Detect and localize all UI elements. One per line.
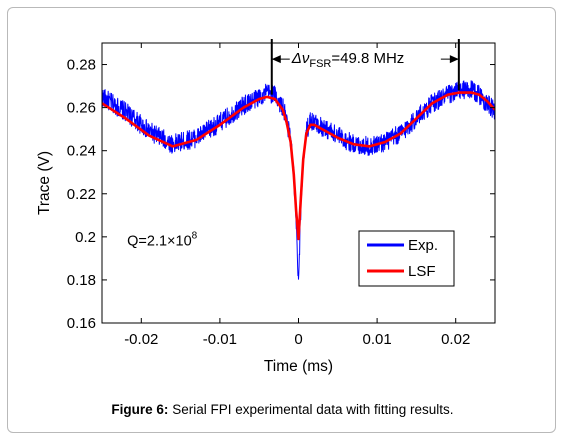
y-axis-label: Trace (V) xyxy=(36,151,53,215)
x-tick-label: 0 xyxy=(294,331,302,348)
fsr-value: =49.8 MHz xyxy=(331,50,404,67)
series-line-exp xyxy=(102,80,495,280)
fsr-delta-nu: Δν xyxy=(291,50,310,67)
y-tick-label: 0.22 xyxy=(67,186,96,203)
q-factor-label: Q=2.1×108 xyxy=(127,230,198,249)
series-line-lsf xyxy=(102,91,495,241)
legend-label-exp: Exp. xyxy=(408,237,438,254)
y-tick-label: 0.18 xyxy=(67,272,96,289)
x-tick-label: 0.01 xyxy=(362,331,391,348)
y-tick-label: 0.16 xyxy=(67,315,96,332)
legend-label-lsf: LSF xyxy=(408,263,436,280)
x-tick-label: -0.02 xyxy=(124,331,158,348)
fsr-arrowhead-right xyxy=(449,55,459,64)
legend: Exp. LSF xyxy=(358,230,455,287)
q-factor-base: Q=2.1×10 xyxy=(127,233,192,249)
y-tick-label: 0.24 xyxy=(67,143,96,160)
fsr-arrowhead-left xyxy=(271,55,281,64)
y-tick-label: 0.26 xyxy=(67,100,96,117)
caption-text: Serial FPI experimental data with fittin… xyxy=(168,402,454,417)
fsr-annotation: ΔνFSR=49.8 MHz xyxy=(270,39,460,95)
x-tick-label: -0.01 xyxy=(203,331,237,348)
fpi-trace-chart: -0.02 -0.01 0 0.01 0.02 0.16 0.18 0.2 0.22 0.24 0.… xyxy=(36,39,496,375)
caption-label: Figure 6: xyxy=(111,402,169,417)
fsr-subscript: FSR xyxy=(309,58,331,70)
q-factor-exponent: 8 xyxy=(192,230,198,241)
x-axis-label: Time (ms) xyxy=(264,358,333,375)
legend-box xyxy=(358,230,455,287)
figure-caption: Figure 6: Serial FPI experimental data w… xyxy=(0,402,565,417)
y-tick-label: 0.28 xyxy=(67,57,96,74)
fsr-label: ΔνFSR=49.8 MHz xyxy=(291,50,405,70)
y-tick-label: 0.2 xyxy=(75,229,96,246)
x-tick-label: 0.02 xyxy=(441,331,470,348)
